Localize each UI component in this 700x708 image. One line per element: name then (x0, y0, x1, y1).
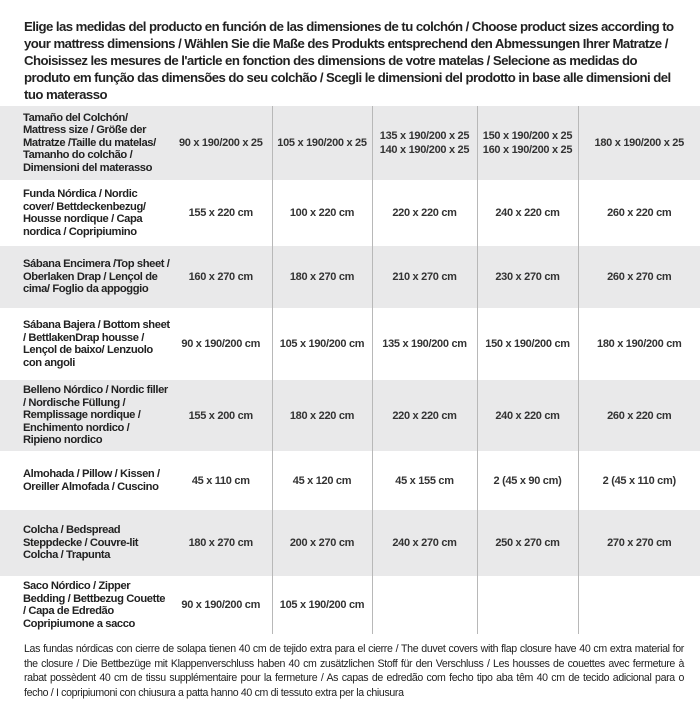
table-cell: 45 x 110 cm (170, 451, 272, 510)
table-row: Almohada / Pillow / Kissen / Oreiller Al… (0, 451, 700, 510)
table-cell: 230 x 270 cm (476, 246, 578, 308)
table-cell (371, 576, 477, 634)
table-cell: 220 x 220 cm (371, 180, 477, 246)
table-cell: 45 x 120 cm (271, 451, 372, 510)
table-cell: 90 x 190/200 cm (170, 308, 272, 380)
table-cell: 45 x 155 cm (371, 451, 477, 510)
table-cell: 260 x 270 cm (577, 246, 700, 308)
table-cell: 220 x 220 cm (371, 380, 477, 451)
row-label: Almohada / Pillow / Kissen / Oreiller Al… (0, 451, 170, 510)
table-cell: 180 x 270 cm (271, 246, 372, 308)
column-header: 150 x 190/200 x 25 160 x 190/200 x 25 (476, 106, 578, 180)
table-row: Sábana Bajera / Bottom sheet / Bettlaken… (0, 308, 700, 380)
table-cell: 210 x 270 cm (371, 246, 477, 308)
table-row: Belleno Nórdico / Nordic filler / Nordis… (0, 380, 700, 451)
table-row: Colcha / Bedspread Steppdecke / Couvre-l… (0, 510, 700, 576)
column-header: 90 x 190/200 x 25 (170, 106, 272, 180)
table-cell: 2 (45 x 110 cm) (577, 451, 700, 510)
table-cell: 200 x 270 cm (271, 510, 372, 576)
table-row: Funda Nórdica / Nordic cover/ Bettdecken… (0, 180, 700, 246)
row-label: Tamaño del Colchón/ Mattress size / Größ… (0, 106, 170, 180)
table-cell: 90 x 190/200 cm (170, 576, 272, 634)
table-cell: 100 x 220 cm (271, 180, 372, 246)
table-cell: 155 x 200 cm (170, 380, 272, 451)
table-cell: 240 x 220 cm (476, 180, 578, 246)
table-cell: 180 x 190/200 cm (577, 308, 700, 380)
table-cell: 160 x 270 cm (170, 246, 272, 308)
table-cell (577, 576, 700, 634)
row-label: Sábana Bajera / Bottom sheet / Bettlaken… (0, 308, 170, 380)
footnote: Las fundas nórdicas con cierre de solapa… (24, 643, 684, 699)
table-cell: 250 x 270 cm (476, 510, 578, 576)
table-row: Saco Nórdico / Zipper Bedding / Bettbezu… (0, 576, 700, 634)
table-cell: 180 x 270 cm (170, 510, 272, 576)
row-label: Funda Nórdica / Nordic cover/ Bettdecken… (0, 180, 170, 246)
table-cell (476, 576, 578, 634)
table-row: Sábana Encimera /Top sheet / Oberlaken D… (0, 246, 700, 308)
table-cell: 2 (45 x 90 cm) (476, 451, 578, 510)
row-label: Belleno Nórdico / Nordic filler / Nordis… (0, 380, 170, 451)
table-cell: 260 x 220 cm (577, 180, 700, 246)
table-cell: 155 x 220 cm (170, 180, 272, 246)
column-header: 135 x 190/200 x 25 140 x 190/200 x 25 (371, 106, 477, 180)
table-cell: 270 x 270 cm (577, 510, 700, 576)
size-table: Tamaño del Colchón/ Mattress size / Größ… (0, 106, 700, 634)
table-cell: 180 x 220 cm (271, 380, 372, 451)
row-label: Colcha / Bedspread Steppdecke / Couvre-l… (0, 510, 170, 576)
table-cell: 105 x 190/200 cm (271, 576, 372, 634)
row-label: Saco Nórdico / Zipper Bedding / Bettbezu… (0, 576, 170, 634)
column-header: 180 x 190/200 x 25 (577, 106, 700, 180)
row-label: Sábana Encimera /Top sheet / Oberlaken D… (0, 246, 170, 308)
table-cell: 240 x 220 cm (476, 380, 578, 451)
table-cell: 240 x 270 cm (371, 510, 477, 576)
table-cell: 260 x 220 cm (577, 380, 700, 451)
table-cell: 105 x 190/200 cm (271, 308, 372, 380)
intro-text: Elige las medidas del producto en funció… (24, 19, 674, 102)
table-cell: 135 x 190/200 cm (371, 308, 477, 380)
column-header: 105 x 190/200 x 25 (271, 106, 372, 180)
table-cell: 150 x 190/200 cm (476, 308, 578, 380)
table-header-row: Tamaño del Colchón/ Mattress size / Größ… (0, 106, 700, 180)
